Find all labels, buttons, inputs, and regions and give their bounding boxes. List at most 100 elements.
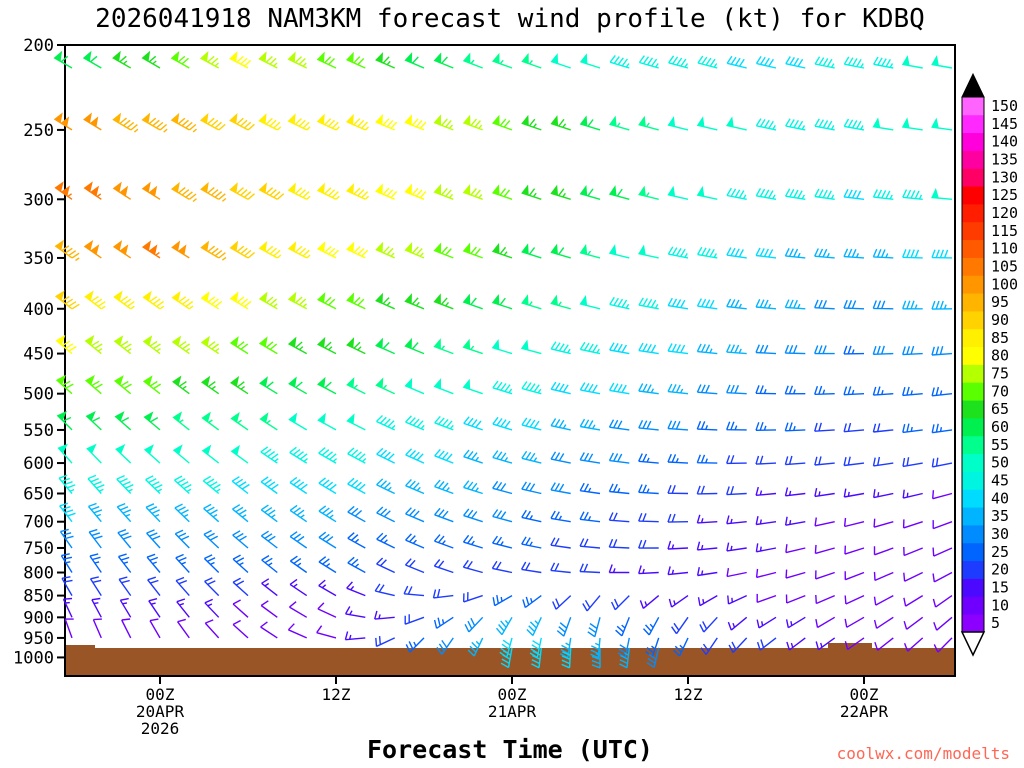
colorbar-segment xyxy=(962,293,984,312)
wind-barb xyxy=(579,418,601,431)
wind-barb xyxy=(83,181,102,200)
wind-barb xyxy=(755,385,777,395)
wind-barb xyxy=(229,336,249,355)
wind-barb xyxy=(726,485,747,496)
wind-barb xyxy=(318,505,337,523)
colorbar-label: 85 xyxy=(991,329,1009,347)
wind-barb xyxy=(260,621,278,639)
wind-barb xyxy=(550,115,571,131)
wind-barb xyxy=(434,507,454,523)
watermark-link[interactable]: coolwx.com/modelts xyxy=(836,744,1010,763)
y-tick-label: 850 xyxy=(23,587,54,607)
wind-barb xyxy=(346,581,366,597)
colorbar: 5101520253035404550556065707580859095100… xyxy=(960,72,1018,657)
wind-barb xyxy=(902,345,923,356)
wind-barb xyxy=(638,297,659,310)
wind-barb xyxy=(696,420,718,431)
wind-barb xyxy=(931,346,953,356)
wind-barb xyxy=(637,244,659,259)
colorbar-segment xyxy=(962,418,984,437)
wind-barb xyxy=(903,637,924,652)
wind-barb xyxy=(258,182,285,200)
wind-barb xyxy=(550,537,571,549)
wind-barb xyxy=(874,637,894,651)
wind-barb xyxy=(591,647,601,669)
wind-barb xyxy=(726,344,747,355)
wind-barb xyxy=(433,52,454,69)
wind-barb xyxy=(902,519,923,529)
wind-barb xyxy=(491,338,513,355)
wind-barb xyxy=(814,248,835,259)
wind-barb xyxy=(785,594,806,604)
wind-barb xyxy=(933,637,953,653)
wind-barb xyxy=(726,116,747,131)
wind-barb xyxy=(203,554,220,574)
wind-barb xyxy=(902,300,923,310)
wind-barb xyxy=(175,576,190,597)
wind-barb xyxy=(608,512,630,523)
wind-barb xyxy=(561,647,572,669)
wind-barb xyxy=(726,247,747,259)
wind-barb xyxy=(726,455,747,465)
y-tick-label: 500 xyxy=(23,385,54,405)
wind-barb xyxy=(638,185,659,200)
wind-barb xyxy=(229,51,252,69)
wind-barb xyxy=(375,292,395,310)
wind-barb xyxy=(91,597,102,618)
wind-barb xyxy=(375,636,395,648)
wind-barb xyxy=(579,511,601,523)
wind-barb xyxy=(529,637,542,659)
wind-barb xyxy=(903,546,923,557)
wind-barb xyxy=(405,507,425,523)
wind-barb xyxy=(550,510,571,523)
wind-barb xyxy=(232,619,249,639)
wind-barb xyxy=(550,243,571,259)
colorbar-label: 150 xyxy=(991,97,1018,115)
wind-barb xyxy=(404,293,425,310)
wind-barb xyxy=(521,52,542,69)
x-tick-label: 00Z xyxy=(146,685,175,704)
wind-barb xyxy=(843,56,865,69)
x-axis-title: Forecast Time (UTC) xyxy=(367,735,653,764)
wind-barb xyxy=(903,595,924,607)
colorbar-label: 5 xyxy=(991,614,1000,632)
wind-barb xyxy=(814,385,835,395)
wind-barb xyxy=(229,291,252,310)
wind-barb xyxy=(261,578,278,597)
wind-barb xyxy=(579,482,601,495)
wind-barb xyxy=(113,290,135,310)
wind-barb xyxy=(667,420,689,431)
wind-barb xyxy=(903,571,924,582)
wind-barb xyxy=(550,418,571,431)
wind-barb xyxy=(318,579,337,597)
colorbar-segment xyxy=(962,150,984,169)
wind-barb xyxy=(146,553,161,573)
wind-barb xyxy=(434,448,454,464)
wind-barb xyxy=(432,588,454,599)
y-tick-label: 750 xyxy=(23,539,54,559)
wind-barb xyxy=(404,614,425,625)
colorbar-segment xyxy=(962,239,984,258)
wind-barb xyxy=(726,421,747,431)
wind-barb xyxy=(843,488,865,498)
wind-barb xyxy=(492,114,513,131)
wind-barb xyxy=(55,374,74,395)
wind-barb xyxy=(433,114,454,131)
wind-barb xyxy=(638,383,659,395)
colorbar-label: 15 xyxy=(991,578,1009,596)
wind-barb xyxy=(114,411,132,431)
wind-barb xyxy=(344,631,366,641)
wind-barb xyxy=(931,457,953,468)
wind-barb xyxy=(579,294,601,310)
wind-barb xyxy=(462,338,483,355)
wind-barb xyxy=(785,56,806,69)
wind-barb xyxy=(433,534,454,549)
wind-barb xyxy=(931,423,953,434)
wind-barb xyxy=(755,247,777,259)
wind-barb xyxy=(755,188,777,200)
wind-barb xyxy=(200,335,220,355)
wind-barb xyxy=(346,337,366,355)
x-tick-year-label: 2026 xyxy=(141,719,180,738)
colorbar-label: 125 xyxy=(991,186,1018,204)
